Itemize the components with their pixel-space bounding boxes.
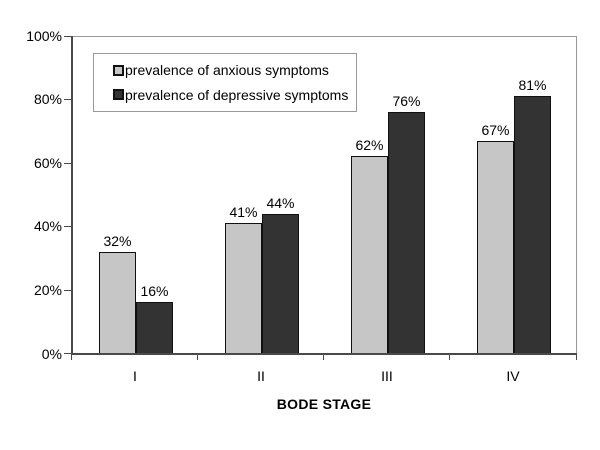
legend: prevalence of anxious symptoms prevalenc…: [93, 53, 357, 112]
x-tick: [576, 355, 577, 360]
x-category-label: I: [133, 368, 137, 384]
y-tick: [64, 99, 71, 100]
y-tick-label: 80%: [33, 91, 62, 107]
x-category-label: III: [381, 368, 393, 384]
bar-value-label: 44%: [266, 195, 295, 211]
bar-anxious-stage-I: [99, 252, 136, 353]
legend-item-depressive: prevalence of depressive symptoms: [113, 87, 356, 103]
bar-anxious-stage-III: [351, 156, 388, 353]
y-tick-label: 100%: [26, 28, 62, 44]
bar-depressive-stage-I: [136, 302, 173, 353]
y-tick: [64, 353, 71, 354]
x-axis-title: BODE STAGE: [276, 396, 372, 412]
x-tick: [71, 355, 72, 360]
x-axis-line: [71, 353, 577, 355]
y-tick-label: 20%: [33, 282, 62, 298]
bar-value-label: 81%: [518, 77, 547, 93]
legend-label-anxious: prevalence of anxious symptoms: [125, 62, 329, 79]
legend-swatch-depressive-icon: [113, 89, 124, 101]
y-tick-label: 60%: [33, 155, 62, 171]
x-tick: [197, 355, 198, 360]
y-axis-line: [71, 36, 73, 355]
y-tick-label: 0%: [41, 346, 62, 362]
y-tick-label: 40%: [33, 218, 62, 234]
bar-value-label: 76%: [392, 93, 421, 109]
bar-value-label: 32%: [103, 233, 132, 249]
bar-value-label: 16%: [140, 283, 169, 299]
bar-depressive-stage-IV: [514, 96, 551, 353]
legend-swatch-anxious-icon: [113, 64, 124, 76]
bar-value-label: 62%: [355, 137, 384, 153]
y-tick: [64, 290, 71, 291]
x-category-label: II: [257, 368, 265, 384]
y-tick: [64, 226, 71, 227]
bar-depressive-stage-III: [388, 112, 425, 353]
x-tick: [323, 355, 324, 360]
y-tick: [64, 163, 71, 164]
bar-anxious-stage-II: [225, 223, 262, 353]
y-tick: [64, 36, 71, 37]
bar-depressive-stage-II: [262, 214, 299, 353]
x-category-label: IV: [506, 368, 520, 384]
legend-item-anxious: prevalence of anxious symptoms: [113, 62, 356, 78]
bars-layer: 32% 16% 41% 44% 62% 76% 67% 81%: [73, 36, 577, 353]
x-tick: [449, 355, 450, 360]
bar-anxious-stage-IV: [477, 141, 514, 353]
bar-value-label: 41%: [229, 204, 258, 220]
bar-value-label: 67%: [481, 122, 510, 138]
legend-label-depressive: prevalence of depressive symptoms: [125, 86, 349, 103]
